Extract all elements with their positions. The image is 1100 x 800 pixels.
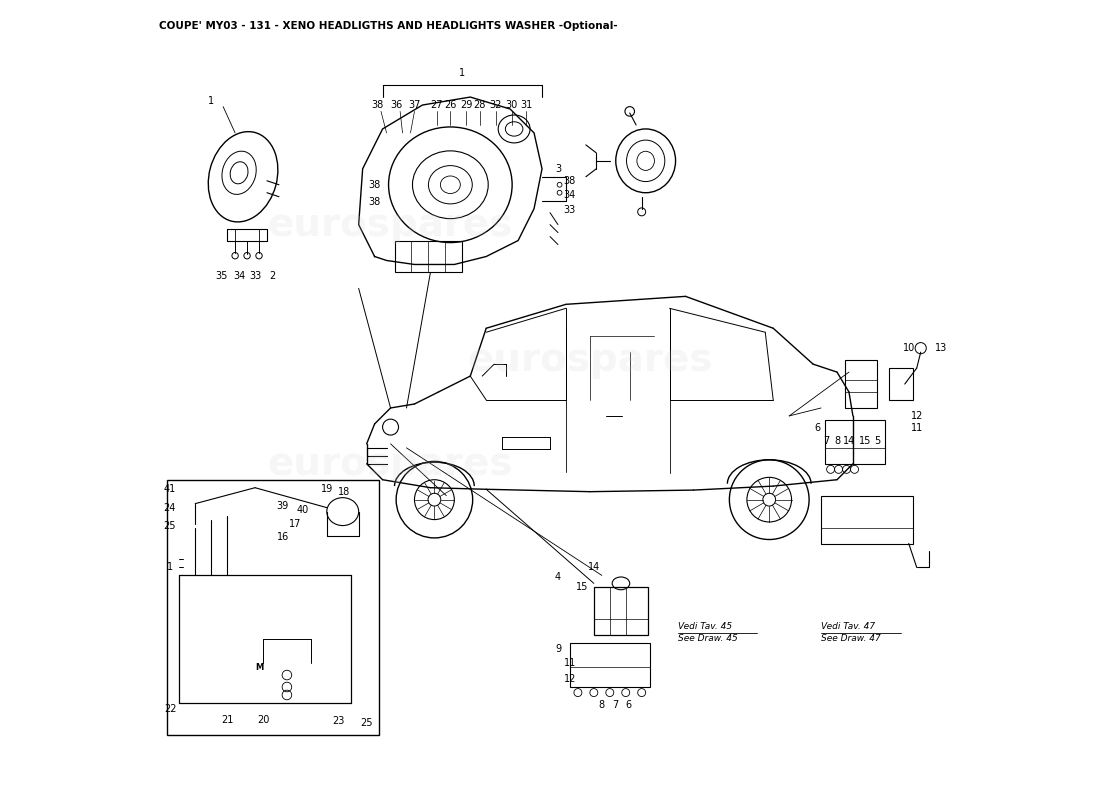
Text: 24: 24 xyxy=(164,502,176,513)
Text: 18: 18 xyxy=(338,486,351,497)
Bar xyxy=(395,241,462,273)
Text: 39: 39 xyxy=(277,501,289,511)
Text: 8: 8 xyxy=(598,699,605,710)
Text: 22: 22 xyxy=(164,703,177,714)
Text: M: M xyxy=(255,662,263,671)
Text: 34: 34 xyxy=(233,271,245,282)
Text: 30: 30 xyxy=(506,100,518,110)
Text: 11: 11 xyxy=(564,658,576,668)
Text: eurospares: eurospares xyxy=(267,445,514,482)
Text: 14: 14 xyxy=(843,437,855,446)
Bar xyxy=(889,368,913,400)
Text: 1: 1 xyxy=(459,68,465,78)
Text: 6: 6 xyxy=(625,699,631,710)
Text: 12: 12 xyxy=(911,411,923,421)
Text: 40: 40 xyxy=(297,505,309,515)
Text: 9: 9 xyxy=(554,644,561,654)
Text: 10: 10 xyxy=(903,343,915,353)
Text: 12: 12 xyxy=(563,674,576,684)
Text: 17: 17 xyxy=(288,518,301,529)
Text: 15: 15 xyxy=(575,582,589,592)
Text: 4: 4 xyxy=(554,572,561,582)
Text: See Draw. 47: See Draw. 47 xyxy=(821,634,881,643)
Text: 41: 41 xyxy=(164,484,176,494)
Text: 38: 38 xyxy=(564,176,576,186)
Text: 25: 25 xyxy=(361,718,373,728)
Text: eurospares: eurospares xyxy=(267,206,514,244)
Text: See Draw. 45: See Draw. 45 xyxy=(678,634,737,643)
Bar xyxy=(825,420,884,464)
Text: 15: 15 xyxy=(859,437,871,446)
Text: 3: 3 xyxy=(554,164,561,174)
Text: 21: 21 xyxy=(221,715,233,726)
Text: 36: 36 xyxy=(390,100,403,110)
Text: 38: 38 xyxy=(368,198,381,207)
Text: 11: 11 xyxy=(911,423,923,433)
Bar xyxy=(845,360,877,408)
Text: 33: 33 xyxy=(564,206,576,215)
Text: 31: 31 xyxy=(520,100,532,110)
Text: Vedi Tav. 47: Vedi Tav. 47 xyxy=(821,622,876,631)
Text: 7: 7 xyxy=(613,699,618,710)
Text: 6: 6 xyxy=(814,423,821,433)
Text: 23: 23 xyxy=(332,716,345,726)
Text: 16: 16 xyxy=(277,532,289,542)
Text: 25: 25 xyxy=(164,521,176,531)
Text: 32: 32 xyxy=(490,100,502,110)
Text: 27: 27 xyxy=(430,100,443,110)
Text: Vedi Tav. 45: Vedi Tav. 45 xyxy=(678,622,732,631)
Text: 19: 19 xyxy=(321,484,333,494)
Text: COUPE' MY03 - 131 - XENO HEADLIGTHS AND HEADLIGHTS WASHER -Optional-: COUPE' MY03 - 131 - XENO HEADLIGTHS AND … xyxy=(160,22,618,31)
Text: 26: 26 xyxy=(444,100,456,110)
Text: 33: 33 xyxy=(249,271,261,282)
Text: 38: 38 xyxy=(371,100,383,110)
Text: 5: 5 xyxy=(873,437,880,446)
Text: 8: 8 xyxy=(834,437,840,446)
Text: 14: 14 xyxy=(587,562,600,573)
Text: 34: 34 xyxy=(564,190,576,200)
Text: 2: 2 xyxy=(270,271,276,282)
Text: 7: 7 xyxy=(824,437,829,446)
Bar xyxy=(167,480,378,735)
Text: 20: 20 xyxy=(256,715,270,726)
Text: 35: 35 xyxy=(216,271,228,282)
Text: 38: 38 xyxy=(368,180,381,190)
Bar xyxy=(570,643,650,687)
Text: 13: 13 xyxy=(935,343,947,353)
Text: 28: 28 xyxy=(474,100,486,110)
Text: 1: 1 xyxy=(167,562,173,573)
Text: eurospares: eurospares xyxy=(468,341,713,379)
Bar xyxy=(821,496,913,543)
Text: 29: 29 xyxy=(460,100,473,110)
Text: 1: 1 xyxy=(208,96,214,106)
Text: 37: 37 xyxy=(408,100,420,110)
Bar xyxy=(594,587,648,635)
